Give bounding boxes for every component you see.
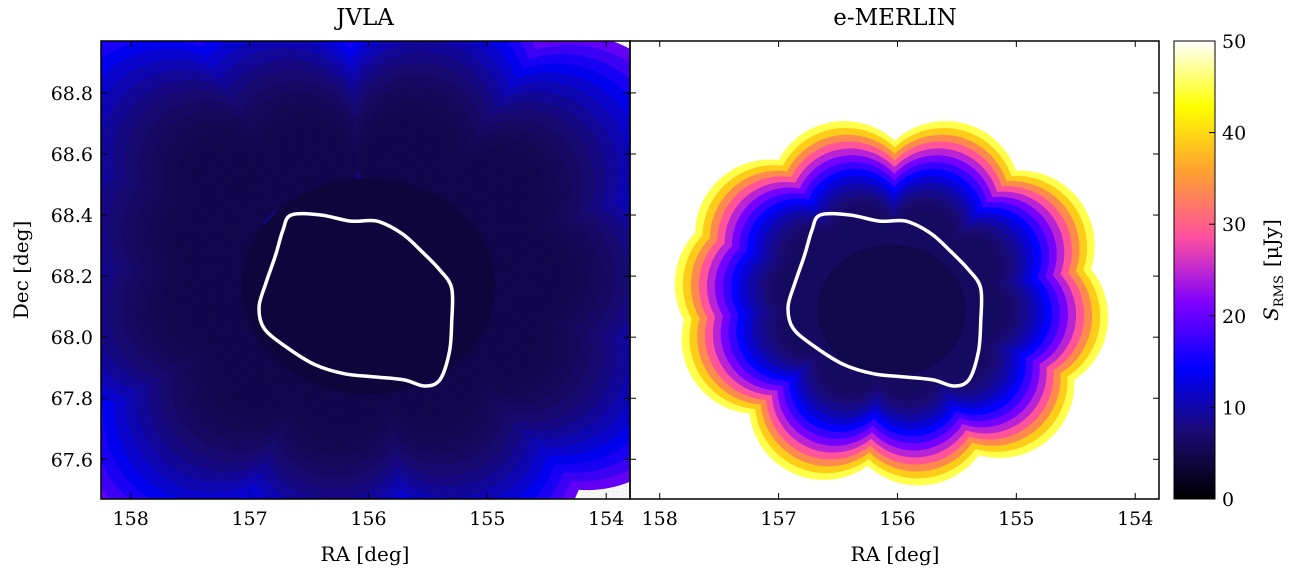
x-axis-label-emerlin: RA [deg] [851,542,940,566]
y-tick-label: 68.2 [51,266,93,288]
x-tick-label: 154 [1117,508,1153,530]
colorbar-gradient [1174,41,1215,499]
x-tick-label: 155 [998,508,1034,530]
x-tick-label: 156 [879,508,915,530]
colorbar-tick-label: 40 [1222,123,1246,145]
x-tick-label: 158 [113,508,149,530]
colorbar: 0 10 20 30 40 50 SRMS[μJy] [1174,31,1287,511]
y-tick-label: 68.4 [51,205,93,227]
coverage-map-jvla [0,0,736,575]
colorbar-tick-label: 10 [1222,397,1246,419]
colorbar-tick-label: 50 [1222,31,1246,53]
colorbar-tick-label: 20 [1222,306,1246,328]
colorbar-label: SRMS[μJy] [1259,219,1287,321]
x-axis-label-jvla: RA [deg] [321,542,410,566]
y-tick-label: 67.8 [51,388,93,410]
x-tick-label: 158 [642,508,678,530]
x-tick-label: 157 [231,508,267,530]
colorbar-tick-label: 0 [1222,489,1234,511]
coverage-core [817,245,966,377]
y-tick-label: 68.0 [51,327,93,349]
y-axis-label-jvla: Dec [deg] [9,221,33,319]
y-tick-label: 67.6 [51,449,93,471]
panel-jvla: 158 157 156 155 154 67.6 67.8 68.0 68.2 68.4 68.6 6… [0,0,736,575]
y-tick-label: 68.8 [51,83,93,105]
panel-title-emerlin: e-MERLIN [833,5,957,31]
x-tick-label: 154 [588,508,624,530]
panel-title-jvla: JVLA [334,5,394,31]
y-tick-label: 68.6 [51,144,93,166]
panel-emerlin: 158 157 156 155 154 e-MERLIN RA [deg] [630,5,1159,566]
colorbar-tick-label: 30 [1222,214,1246,236]
x-tick-label: 156 [350,508,386,530]
x-tick-label: 155 [469,508,505,530]
x-tick-label: 157 [760,508,796,530]
coverage-map-emerlin [675,121,1109,486]
